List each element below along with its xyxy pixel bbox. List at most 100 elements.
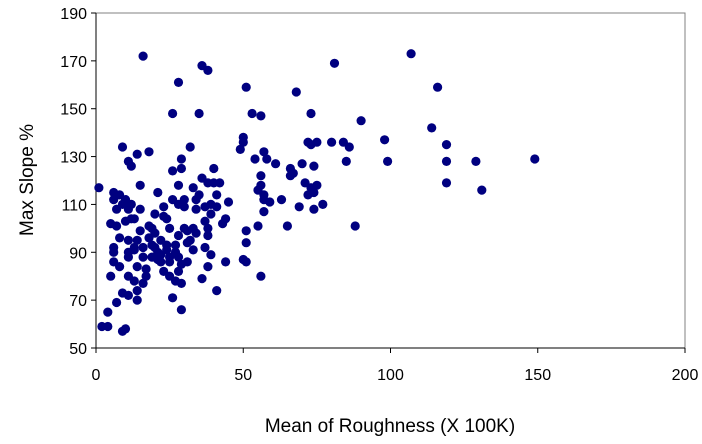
data-point — [123, 252, 133, 262]
data-point — [129, 245, 139, 255]
data-point — [103, 307, 113, 317]
data-point — [176, 305, 186, 315]
data-point — [123, 235, 133, 245]
data-point — [235, 144, 245, 154]
plot-area — [95, 12, 686, 349]
data-point — [238, 137, 248, 147]
data-point — [197, 274, 207, 284]
data-point — [176, 154, 186, 164]
data-point — [241, 82, 251, 92]
data-point — [126, 199, 136, 209]
data-point — [191, 228, 201, 238]
data-point — [247, 108, 257, 119]
data-point — [262, 154, 272, 164]
data-point — [203, 65, 213, 75]
data-point — [203, 262, 213, 272]
data-point — [406, 49, 416, 59]
data-point — [109, 242, 119, 253]
data-point — [170, 240, 181, 250]
data-point — [250, 154, 260, 164]
data-point — [138, 242, 148, 253]
data-point — [433, 82, 443, 92]
data-point — [141, 264, 151, 274]
x-tick-label: 150 — [524, 367, 551, 384]
data-point — [173, 230, 184, 241]
data-point — [141, 271, 151, 281]
data-point — [344, 142, 354, 152]
data-point — [112, 297, 122, 308]
data-point — [179, 195, 189, 205]
data-point — [294, 202, 304, 212]
data-point — [115, 262, 125, 272]
data-point — [329, 58, 340, 68]
data-point — [138, 278, 148, 288]
data-point — [165, 223, 175, 233]
data-point — [132, 286, 142, 296]
data-point — [530, 154, 540, 164]
data-point — [153, 187, 163, 198]
data-point — [441, 156, 452, 166]
data-point — [132, 235, 142, 245]
x-tick-label: 50 — [234, 367, 252, 384]
data-point — [176, 163, 186, 174]
data-point — [106, 271, 116, 281]
x-tick-label: 100 — [377, 367, 404, 384]
data-point — [132, 149, 142, 159]
data-point — [94, 183, 104, 193]
data-point — [341, 156, 351, 166]
data-point — [150, 209, 160, 219]
data-point — [194, 108, 204, 119]
data-point — [309, 161, 319, 171]
data-point — [291, 87, 301, 97]
data-point — [221, 257, 231, 267]
data-point — [203, 230, 213, 241]
data-point — [356, 116, 366, 126]
y-tick-label: 190 — [60, 6, 87, 23]
data-point — [129, 214, 139, 224]
data-point — [117, 142, 128, 152]
data-point — [350, 221, 360, 231]
data-point — [173, 252, 184, 262]
data-point — [173, 180, 184, 190]
data-point — [150, 228, 160, 238]
data-point — [144, 147, 154, 157]
data-point — [188, 183, 198, 193]
data-point — [182, 257, 192, 267]
data-point — [200, 242, 210, 253]
data-point — [471, 156, 481, 166]
data-point — [135, 180, 145, 190]
data-point — [173, 77, 184, 87]
data-point — [120, 324, 131, 334]
data-point — [241, 257, 251, 267]
y-tick-label: 70 — [69, 293, 87, 310]
data-point — [188, 245, 198, 255]
data-point — [185, 142, 195, 152]
y-tick-label: 150 — [60, 102, 87, 119]
data-points — [94, 49, 540, 336]
data-point — [271, 159, 281, 169]
data-point — [126, 161, 136, 171]
data-point — [179, 202, 189, 212]
data-point — [427, 123, 437, 133]
data-point — [241, 226, 251, 236]
data-point — [132, 295, 142, 305]
data-point — [309, 204, 319, 214]
data-point — [135, 204, 145, 214]
data-point — [282, 221, 292, 231]
data-point — [441, 140, 452, 150]
data-point — [203, 223, 213, 233]
data-point — [156, 257, 166, 267]
y-axis: 50 70 90 110 130 150 170 190 — [60, 6, 97, 358]
data-point — [383, 156, 393, 166]
data-point — [162, 240, 172, 250]
data-point — [112, 221, 122, 231]
data-point — [159, 202, 169, 212]
data-point — [115, 233, 125, 243]
data-point — [288, 168, 298, 178]
data-point — [185, 235, 195, 245]
data-point — [441, 178, 452, 188]
data-point — [173, 266, 184, 276]
data-point — [312, 180, 322, 190]
data-point — [256, 171, 266, 181]
data-point — [221, 214, 231, 224]
